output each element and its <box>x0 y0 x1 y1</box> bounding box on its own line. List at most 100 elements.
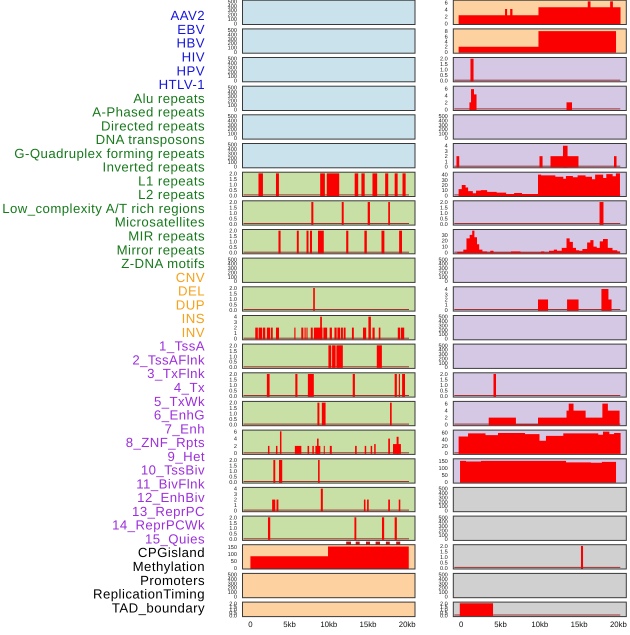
svg-text:200: 200 <box>228 586 237 592</box>
svg-text:4: 4 <box>445 144 448 150</box>
svg-text:100: 100 <box>438 590 447 596</box>
svg-text:20: 20 <box>442 183 448 189</box>
svg-text:0.5: 0.5 <box>229 216 237 222</box>
svg-text:1.5: 1.5 <box>440 549 448 555</box>
svg-text:400: 400 <box>228 118 237 124</box>
svg-text:60: 60 <box>442 430 448 436</box>
svg-text:2.0: 2.0 <box>440 544 448 550</box>
svg-text:1.0: 1.0 <box>229 354 237 360</box>
svg-text:DUP: DUP <box>176 297 205 312</box>
svg-text:500: 500 <box>438 315 447 321</box>
svg-text:300: 300 <box>438 352 447 358</box>
svg-text:0: 0 <box>248 620 253 629</box>
svg-text:6: 6 <box>445 0 448 6</box>
svg-text:200: 200 <box>438 271 447 277</box>
svg-text:6: 6 <box>445 34 448 40</box>
svg-text:1.5: 1.5 <box>229 349 237 355</box>
svg-text:TAD_boundary: TAD_boundary <box>112 600 205 615</box>
svg-text:0.0: 0.0 <box>229 423 237 429</box>
svg-text:1.0: 1.0 <box>229 240 237 246</box>
svg-text:2.0: 2.0 <box>229 200 237 206</box>
svg-text:400: 400 <box>228 32 237 38</box>
svg-text:40: 40 <box>442 437 448 443</box>
svg-text:500: 500 <box>228 0 237 5</box>
svg-text:500: 500 <box>228 143 237 149</box>
svg-text:2: 2 <box>234 326 237 332</box>
svg-text:DNA transposons: DNA transposons <box>96 132 205 147</box>
svg-text:1.0: 1.0 <box>440 383 448 389</box>
svg-text:200: 200 <box>228 99 237 105</box>
svg-text:1.0: 1.0 <box>229 211 237 217</box>
svg-text:300: 300 <box>228 66 237 72</box>
svg-text:400: 400 <box>228 262 237 268</box>
svg-text:400: 400 <box>438 262 447 268</box>
svg-text:6_EnhG: 6_EnhG <box>154 408 205 423</box>
svg-text:1: 1 <box>445 159 448 165</box>
svg-text:500: 500 <box>438 114 447 120</box>
svg-text:3: 3 <box>234 320 237 326</box>
svg-text:0.0: 0.0 <box>229 251 237 257</box>
svg-text:200: 200 <box>228 127 237 133</box>
svg-text:15kb: 15kb <box>360 620 378 629</box>
svg-text:0: 0 <box>234 21 237 27</box>
svg-text:400: 400 <box>438 348 447 354</box>
svg-text:0.0: 0.0 <box>229 222 237 228</box>
svg-text:200: 200 <box>438 500 447 506</box>
svg-text:5kb: 5kb <box>494 620 507 629</box>
svg-text:400: 400 <box>228 4 237 10</box>
svg-text:1.5: 1.5 <box>229 234 237 240</box>
svg-text:Z-DNA motifs: Z-DNA motifs <box>121 256 205 271</box>
svg-text:300: 300 <box>228 266 237 272</box>
svg-text:4: 4 <box>234 487 237 493</box>
svg-text:300: 300 <box>438 524 447 530</box>
svg-text:2.0: 2.0 <box>229 401 237 407</box>
svg-text:1.0: 1.0 <box>229 412 237 418</box>
svg-text:L1 repeats: L1 repeats <box>138 173 205 188</box>
svg-text:0: 0 <box>445 480 448 486</box>
svg-text:0.5: 0.5 <box>229 388 237 394</box>
svg-text:4: 4 <box>234 437 237 443</box>
svg-text:200: 200 <box>228 41 237 47</box>
svg-text:1.0: 1.0 <box>229 297 237 303</box>
svg-text:0: 0 <box>445 308 448 314</box>
svg-text:400: 400 <box>228 90 237 96</box>
svg-text:200: 200 <box>438 586 447 592</box>
svg-text:1.5: 1.5 <box>440 378 448 384</box>
svg-text:1.5: 1.5 <box>440 604 448 610</box>
svg-text:0.5: 0.5 <box>229 417 237 423</box>
svg-text:0.5: 0.5 <box>440 216 448 222</box>
svg-text:0.0: 0.0 <box>229 365 237 371</box>
svg-text:2: 2 <box>445 14 448 20</box>
svg-text:300: 300 <box>438 323 447 329</box>
svg-text:HPV: HPV <box>177 63 205 78</box>
svg-text:14_ReprPCWk: 14_ReprPCWk <box>112 518 205 533</box>
svg-text:10_TssBiv: 10_TssBiv <box>141 463 205 478</box>
svg-text:2: 2 <box>234 444 237 450</box>
svg-text:4: 4 <box>445 7 448 13</box>
svg-text:Directed repeats: Directed repeats <box>101 118 205 133</box>
svg-text:2: 2 <box>445 298 448 304</box>
svg-text:20: 20 <box>442 444 448 450</box>
svg-text:1: 1 <box>234 331 237 337</box>
svg-text:2: 2 <box>234 498 237 504</box>
svg-text:2.0: 2.0 <box>229 171 237 177</box>
svg-text:20: 20 <box>442 239 448 245</box>
svg-text:2.0: 2.0 <box>229 343 237 349</box>
svg-text:15_Quies: 15_Quies <box>145 532 205 547</box>
svg-text:0: 0 <box>445 279 448 285</box>
svg-text:2.0: 2.0 <box>229 372 237 378</box>
svg-text:0: 0 <box>234 79 237 85</box>
svg-text:2: 2 <box>445 416 448 422</box>
svg-text:ReplicationTiming: ReplicationTiming <box>93 587 205 602</box>
svg-text:300: 300 <box>228 581 237 587</box>
svg-text:100: 100 <box>438 332 447 338</box>
svg-text:0: 0 <box>445 509 448 515</box>
svg-text:300: 300 <box>438 495 447 501</box>
svg-text:0: 0 <box>445 337 448 343</box>
svg-text:300: 300 <box>228 123 237 129</box>
svg-text:400: 400 <box>438 118 447 124</box>
svg-text:100: 100 <box>228 17 237 23</box>
svg-text:0: 0 <box>445 595 448 601</box>
svg-text:0.0: 0.0 <box>440 222 448 228</box>
svg-text:100: 100 <box>228 275 237 281</box>
